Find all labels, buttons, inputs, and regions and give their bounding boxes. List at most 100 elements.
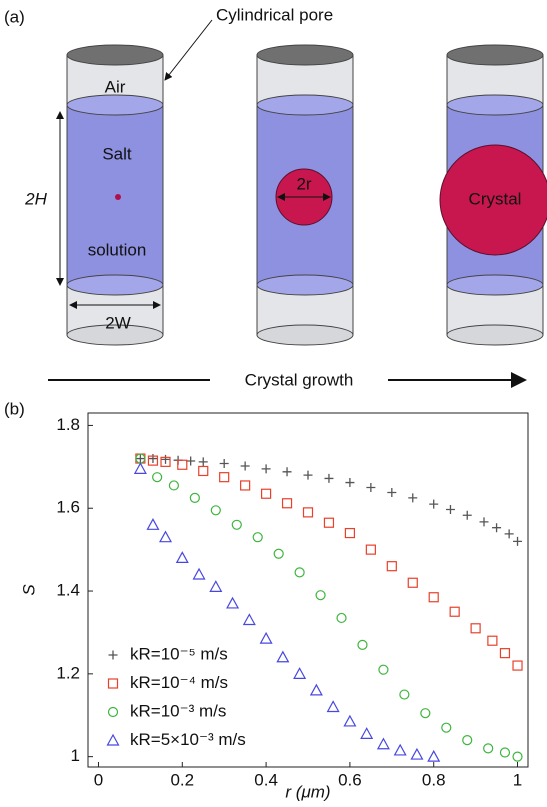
height-label: 2H bbox=[24, 189, 47, 208]
point bbox=[241, 461, 250, 470]
point bbox=[190, 493, 199, 502]
point bbox=[379, 665, 388, 674]
y-tick-label: 1.4 bbox=[56, 581, 80, 600]
point bbox=[304, 508, 313, 517]
x-tick-label: 1 bbox=[513, 770, 522, 789]
point bbox=[387, 562, 396, 571]
panel-label: (a) bbox=[4, 7, 25, 26]
point bbox=[283, 499, 292, 508]
point bbox=[408, 493, 417, 502]
point bbox=[161, 455, 170, 464]
point bbox=[316, 591, 325, 600]
crystal-label: Crystal bbox=[469, 189, 522, 208]
point bbox=[429, 500, 438, 509]
point bbox=[429, 593, 438, 602]
point bbox=[366, 545, 375, 554]
point bbox=[253, 533, 262, 542]
point bbox=[345, 529, 354, 538]
point bbox=[194, 569, 205, 579]
point bbox=[283, 467, 292, 476]
growth-label: Crystal growth bbox=[245, 370, 354, 389]
x-tick-label: 0.6 bbox=[338, 770, 362, 789]
point bbox=[395, 745, 406, 755]
point bbox=[274, 549, 283, 558]
x-tick-label: 0 bbox=[94, 770, 103, 789]
point bbox=[492, 523, 501, 532]
point bbox=[244, 615, 255, 625]
air-label: Air bbox=[105, 77, 126, 96]
point bbox=[408, 578, 417, 587]
point bbox=[463, 511, 472, 520]
point bbox=[421, 709, 430, 718]
point bbox=[463, 736, 472, 745]
radius-label: 2r bbox=[296, 174, 311, 193]
point bbox=[177, 552, 188, 562]
legend-marker bbox=[109, 708, 118, 717]
y-tick-label: 1 bbox=[71, 746, 80, 765]
point bbox=[241, 481, 250, 490]
point bbox=[148, 454, 157, 463]
point bbox=[261, 633, 272, 643]
point bbox=[500, 748, 509, 757]
point bbox=[513, 661, 522, 670]
point bbox=[262, 489, 271, 498]
x-tick-label: 0.2 bbox=[170, 770, 194, 789]
cylinder bbox=[257, 45, 353, 345]
point bbox=[366, 483, 375, 492]
legend-label: kR=5×10⁻³ m/s bbox=[130, 730, 246, 749]
width-label: 2W bbox=[105, 313, 131, 332]
point bbox=[480, 517, 489, 526]
point bbox=[178, 460, 187, 469]
y-tick-label: 1.2 bbox=[56, 663, 80, 682]
point bbox=[411, 749, 422, 759]
legend-label: kR=10⁻⁵ m/s bbox=[130, 644, 228, 663]
point bbox=[324, 474, 333, 483]
legend-marker bbox=[109, 679, 118, 688]
point bbox=[488, 636, 497, 645]
point bbox=[311, 685, 322, 695]
point bbox=[153, 473, 162, 482]
legend-label: kR=10⁻⁴ m/s bbox=[130, 673, 228, 692]
pore-label: Cylindrical pore bbox=[216, 5, 333, 24]
point bbox=[513, 537, 522, 546]
figure: (a) bbox=[0, 0, 547, 802]
point bbox=[277, 652, 288, 662]
point bbox=[387, 488, 396, 497]
point bbox=[220, 459, 229, 468]
y-axis-label: S bbox=[19, 584, 38, 596]
point bbox=[471, 624, 480, 633]
legend-marker bbox=[108, 735, 119, 745]
point bbox=[361, 728, 372, 738]
point bbox=[328, 701, 339, 711]
x-tick-label: 0.4 bbox=[254, 770, 278, 789]
point bbox=[345, 478, 354, 487]
point bbox=[344, 716, 355, 726]
point bbox=[484, 744, 493, 753]
point bbox=[220, 473, 229, 482]
point bbox=[160, 532, 171, 542]
point bbox=[358, 640, 367, 649]
y-tick-label: 1.6 bbox=[56, 498, 80, 517]
point bbox=[450, 607, 459, 616]
point bbox=[324, 518, 333, 527]
x-axis-label: r (μm) bbox=[285, 782, 330, 801]
point bbox=[337, 613, 346, 622]
point bbox=[210, 581, 221, 591]
point bbox=[232, 520, 241, 529]
point bbox=[304, 471, 313, 480]
point bbox=[446, 505, 455, 514]
point bbox=[169, 481, 178, 490]
legend-label: kR=10⁻³ m/s bbox=[130, 701, 226, 720]
point bbox=[262, 464, 271, 473]
point bbox=[378, 739, 389, 749]
x-tick-label: 0.8 bbox=[422, 770, 446, 789]
panel-label: (b) bbox=[4, 399, 25, 418]
point bbox=[135, 463, 146, 473]
point bbox=[199, 457, 208, 466]
point bbox=[186, 457, 195, 466]
point bbox=[428, 751, 439, 761]
salt-label: Salt bbox=[102, 144, 132, 163]
point bbox=[147, 519, 158, 529]
legend-marker bbox=[109, 651, 118, 660]
y-tick-label: 1.8 bbox=[56, 415, 80, 434]
